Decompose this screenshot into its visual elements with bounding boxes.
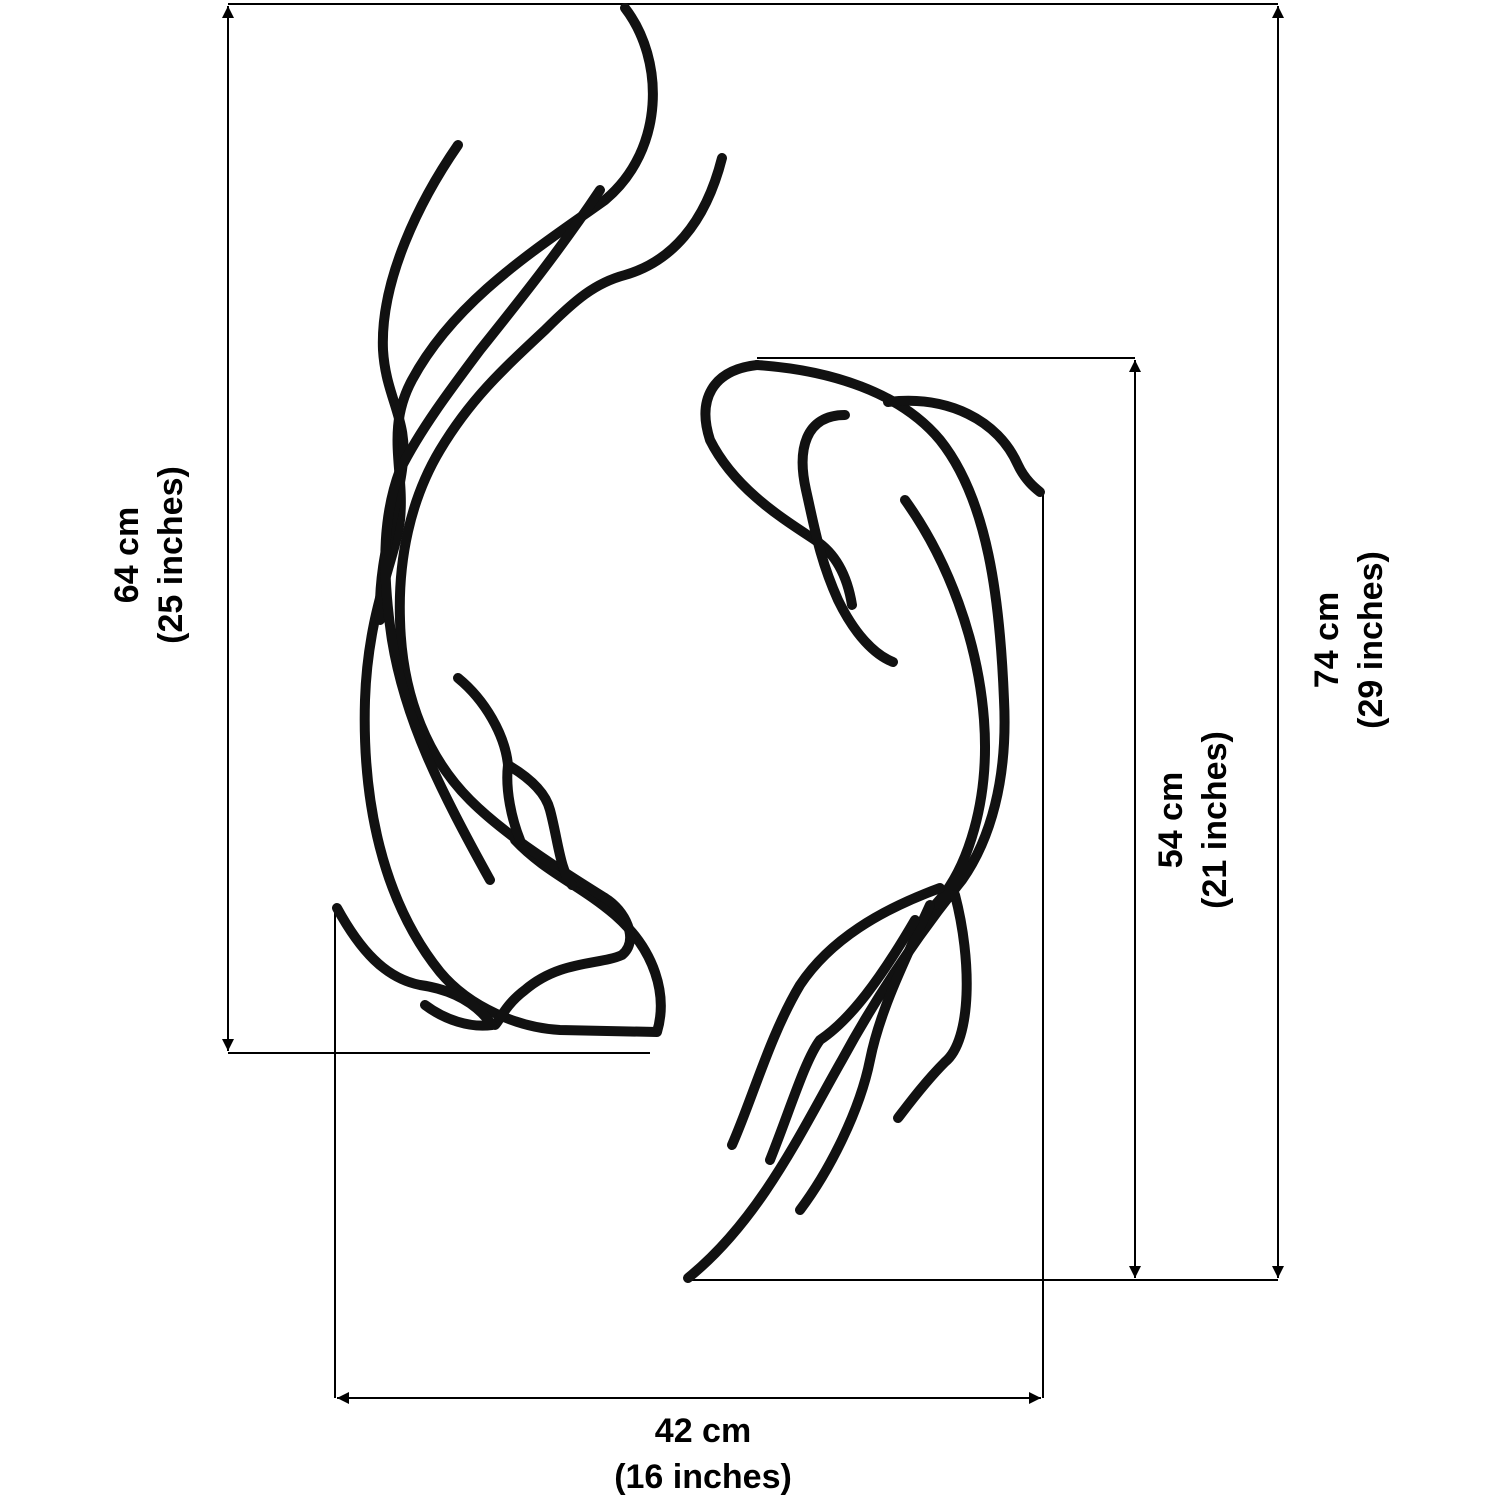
left-koi-fish — [332, 3, 727, 1037]
width-imperial: (16 inches) — [614, 1458, 792, 1496]
width-metric: 42 cm — [655, 1412, 751, 1450]
total-height-label: 74 cm (29 inches) — [1308, 551, 1390, 729]
extension-lines — [228, 3, 1278, 1398]
right-koi-fish — [683, 360, 1045, 1283]
left-height-label: 64 cm (25 inches) — [108, 466, 190, 644]
total-height-imperial: (29 inches) — [1352, 551, 1390, 729]
total-height-metric: 74 cm — [1308, 592, 1346, 688]
left-height-imperial: (25 inches) — [152, 466, 190, 644]
right-height-label: 54 cm (21 inches) — [1152, 731, 1234, 909]
left-height-metric: 64 cm — [108, 507, 146, 603]
right-height-metric: 54 cm — [1152, 772, 1190, 868]
width-label: 42 cm (16 inches) — [614, 1412, 792, 1496]
right-height-imperial: (21 inches) — [1196, 731, 1234, 909]
